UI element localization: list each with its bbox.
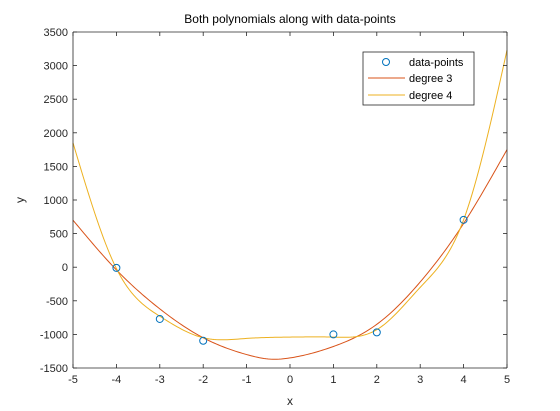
legend: data-points degree 3 degree 4: [362, 51, 475, 106]
y-tick-label: 500: [50, 229, 68, 241]
y-tick-label: -1000: [40, 329, 68, 341]
x-tick-label: 1: [330, 374, 336, 386]
y-tick-label: 3000: [44, 61, 68, 73]
y-tick-label: 1500: [44, 161, 68, 173]
y-axis-title: y: [13, 197, 27, 203]
x-tick-label: -3: [155, 374, 165, 386]
y-tick-label: -500: [46, 296, 68, 308]
legend-item-data-points: data-points: [382, 57, 464, 69]
series-layer: [72, 50, 508, 360]
y-tick-label: 2500: [44, 94, 68, 106]
x-tick-label: 5: [504, 374, 510, 386]
legend-label-degree-3: degree 3: [409, 73, 452, 85]
data-point-marker: [329, 330, 338, 339]
x-tick-label: 0: [287, 374, 293, 386]
x-axis-title: x: [287, 394, 293, 408]
legend-label-data-points: data-points: [409, 57, 464, 69]
legend-marker-data-points: [382, 58, 390, 66]
y-tick-label: -1500: [40, 363, 68, 375]
data-point-marker: [372, 328, 381, 337]
x-tick-label: 2: [374, 374, 380, 386]
x-tick-label: 4: [461, 374, 467, 386]
x-tick-label: -1: [242, 374, 252, 386]
legend-item-degree-4: degree 4: [368, 90, 452, 102]
legend-item-degree-3: degree 3: [368, 73, 452, 85]
series-line-degree-4: [72, 50, 508, 341]
x-tick-label: -2: [198, 374, 208, 386]
x-tick-label: -5: [68, 374, 78, 386]
legend-label-degree-4: degree 4: [409, 90, 452, 102]
data-point-marker: [199, 336, 208, 345]
series-line-degree-3: [72, 149, 508, 360]
data-point-marker: [155, 314, 164, 323]
data-point-marker: [112, 263, 121, 272]
y-tick-label: 1000: [44, 195, 68, 207]
data-point-marker: [459, 215, 468, 224]
x-tick-label: -4: [112, 374, 122, 386]
x-tick-label: 3: [417, 374, 423, 386]
y-tick-label: 3500: [44, 27, 68, 39]
chart-title: Both polynomials along with data-points: [184, 12, 395, 26]
y-tick-label: 2000: [44, 128, 68, 140]
axes-layer: -5 -4 -3 -2 -1 0 1 2 3 4 5 -1500 -1000 -500 0 500 1000 15…: [40, 27, 510, 386]
y-tick-label: 0: [62, 262, 68, 274]
